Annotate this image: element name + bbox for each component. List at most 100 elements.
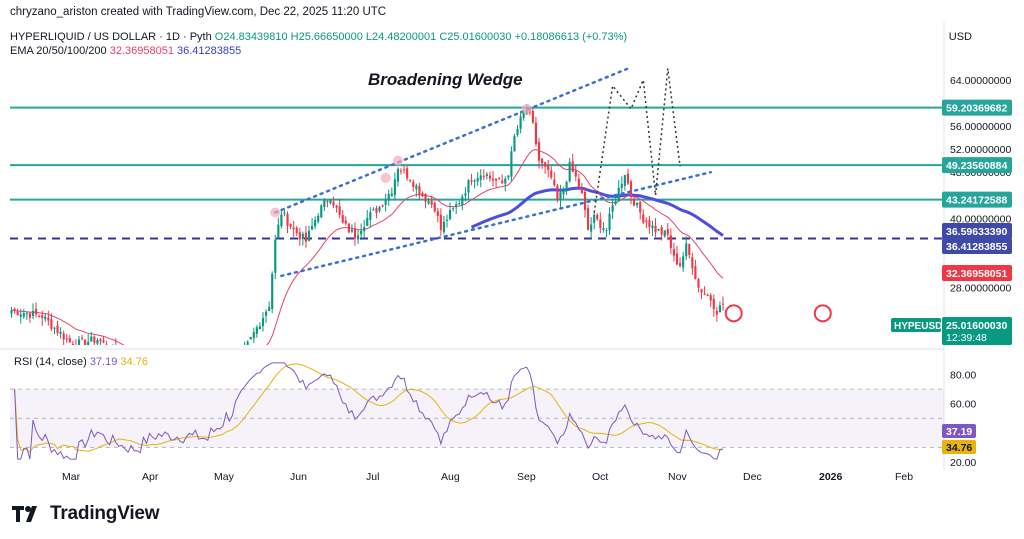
pattern-label: Broadening Wedge <box>368 70 523 89</box>
candle <box>445 214 449 228</box>
candle <box>580 183 584 194</box>
candle-body <box>384 200 387 205</box>
candle-body <box>464 193 467 196</box>
candle <box>219 373 221 381</box>
candle <box>244 341 246 345</box>
candle <box>691 252 694 275</box>
last-price-bg <box>942 317 1012 345</box>
candle-body <box>445 219 449 221</box>
candle-body <box>675 253 679 265</box>
candle <box>700 288 703 300</box>
candle-body <box>56 325 59 334</box>
candle <box>412 179 415 192</box>
candle-body <box>433 202 436 212</box>
candle <box>301 231 304 246</box>
rsi-ma-value: 34.76 <box>120 356 148 368</box>
candle <box>433 201 436 213</box>
candle-body <box>448 209 452 219</box>
x-tick-label: May <box>214 471 235 483</box>
candle-body <box>191 373 193 375</box>
candle-body <box>176 373 178 374</box>
ema-legend[interactable]: EMA 20/50/100/200 32.36958051 36.4128385… <box>10 45 241 57</box>
currency-label[interactable]: USD <box>948 31 972 43</box>
tradingview-logo-icon <box>12 506 37 522</box>
rsi-tick-label: 60.00 <box>950 399 976 411</box>
level-price-tag: 59.20369682 <box>942 99 1012 116</box>
candle-body <box>237 356 239 362</box>
candle <box>583 187 587 218</box>
candle-body <box>225 369 227 377</box>
candle-body <box>13 308 16 311</box>
candle <box>47 310 50 326</box>
candle <box>252 327 255 344</box>
candle <box>712 294 715 317</box>
tradingview-brand[interactable]: TradingView <box>12 503 160 525</box>
candle-body <box>158 367 160 371</box>
candle <box>596 213 599 221</box>
candle <box>577 173 580 189</box>
candle <box>102 336 105 344</box>
candle <box>268 301 271 312</box>
candle-body <box>605 230 608 232</box>
candle <box>632 197 636 207</box>
candle <box>494 178 498 188</box>
symbol-name[interactable]: HYPERLIQUID / US DOLLAR · 1D · Pyth <box>10 31 212 43</box>
candle <box>25 311 28 320</box>
candle-body <box>68 338 71 343</box>
candle <box>185 375 187 380</box>
candle-body <box>19 314 22 317</box>
candle-body <box>155 370 157 371</box>
candle-body <box>65 338 68 340</box>
price-box-bg <box>942 157 1012 174</box>
price-box-label: 59.20369682 <box>946 103 1007 115</box>
candle-body <box>694 266 697 279</box>
candle-body <box>317 215 320 222</box>
candle <box>642 209 645 225</box>
candle-body <box>280 214 283 227</box>
candle <box>562 186 565 199</box>
candle-body <box>660 227 663 235</box>
candle <box>84 339 87 345</box>
candle-body <box>198 375 200 379</box>
candle <box>427 197 430 205</box>
candle <box>198 368 200 382</box>
candle-body <box>34 308 38 315</box>
candle <box>721 296 725 311</box>
candle-body <box>22 313 25 317</box>
ema200-value: 36.41283855 <box>177 45 242 57</box>
candle <box>718 301 722 313</box>
candle <box>685 236 688 261</box>
candle-body <box>231 370 233 374</box>
ohlc-change: +0.18086613 (+0.73%) <box>514 31 628 43</box>
candle-body <box>338 206 341 216</box>
candle-body <box>105 344 108 345</box>
candle-body <box>286 213 289 226</box>
candle-body <box>718 305 722 313</box>
candle <box>115 338 117 345</box>
rsi-legend[interactable]: RSI (14, close) 37.19 34.76 <box>14 356 148 368</box>
candle-body <box>96 339 99 344</box>
candle-body <box>84 339 87 345</box>
rsi-ma-tag-label: 34.76 <box>946 442 972 454</box>
candle <box>304 226 308 248</box>
candle-body <box>185 375 187 376</box>
touch-marker <box>392 155 403 166</box>
candle <box>240 351 242 364</box>
candle-body <box>498 178 501 180</box>
candle <box>307 225 311 242</box>
candle <box>682 251 685 272</box>
candle-body <box>513 136 516 152</box>
candle <box>329 199 332 205</box>
candle <box>498 176 501 180</box>
candle-body <box>295 227 298 234</box>
candle <box>565 180 568 196</box>
candle-body <box>685 243 688 257</box>
candle <box>34 302 38 318</box>
candle-body <box>562 190 565 195</box>
candle <box>298 227 301 246</box>
candle <box>568 157 571 183</box>
candle-body <box>363 227 366 232</box>
event-flag-icon <box>813 304 832 323</box>
